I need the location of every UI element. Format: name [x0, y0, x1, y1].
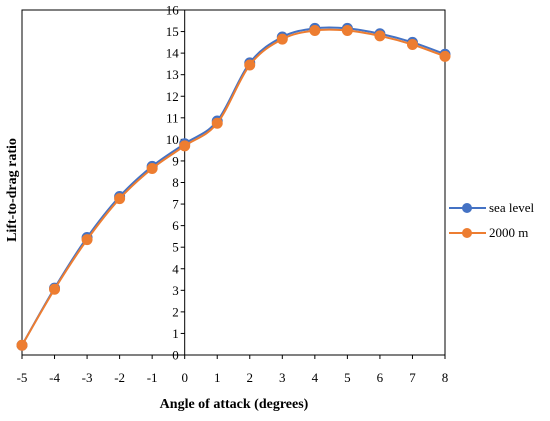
x-tick-label--2: -2 [114, 370, 125, 385]
y-tick-label-16: 16 [166, 3, 180, 18]
y-tick-label-15: 15 [166, 24, 179, 39]
data-point-2000-m-x5 [341, 24, 353, 36]
data-point-2000-m-x6 [374, 30, 386, 42]
data-point-2000-m-x3 [276, 33, 288, 45]
x-tick-label-1: 1 [214, 370, 221, 385]
y-tick-label-6: 6 [172, 218, 179, 233]
plot-area-frame [21, 9, 446, 356]
legend-item-2000-m[interactable]: 2000 m [449, 225, 528, 240]
data-point-2000-m-x7 [406, 39, 418, 50]
x-tick-label--5: -5 [17, 370, 28, 385]
x-tick-label-6: 6 [377, 370, 384, 385]
legend: sea level 2000 m [449, 200, 535, 240]
data-point-2000-m-x1 [211, 117, 223, 129]
y-tick-label-14: 14 [166, 46, 180, 61]
y-tick-label-5: 5 [172, 240, 179, 255]
x-tick-label-8: 8 [442, 370, 449, 385]
x-tick-label-7: 7 [409, 370, 416, 385]
x-tick-label--4: -4 [49, 370, 60, 385]
data-point-2000-m-x-3 [81, 234, 93, 246]
legend-label-sea-level: sea level [489, 200, 535, 215]
legend-marker-2000-m [462, 228, 472, 238]
x-tick-label-0: 0 [181, 370, 188, 385]
y-tick-label-9: 9 [172, 153, 179, 168]
data-point-2000-m-x4 [309, 24, 321, 36]
y-tick-label-11: 11 [166, 110, 179, 125]
y-tick-label-1: 1 [172, 326, 179, 341]
y-tick-label-0: 0 [172, 348, 179, 363]
y-tick-label-4: 4 [172, 261, 179, 276]
data-point-2000-m-x0 [179, 140, 191, 152]
y-tick-label-2: 2 [172, 304, 179, 319]
data-point-2000-m-x-4 [49, 283, 61, 295]
x-tick-label-3: 3 [279, 370, 286, 385]
legend-label-2000-m: 2000 m [489, 225, 528, 240]
y-tick-label-12: 12 [166, 89, 179, 104]
y-tick-label-3: 3 [172, 283, 179, 298]
data-point-2000-m-x-1 [146, 162, 158, 174]
x-tick-label-4: 4 [312, 370, 319, 385]
x-axis-title: Angle of attack (degrees) [160, 397, 309, 412]
data-point-2000-m-x-5 [16, 339, 28, 351]
data-point-2000-m-x2 [244, 59, 256, 71]
x-tick-label-5: 5 [344, 370, 351, 385]
data-point-2000-m-x-2 [114, 193, 126, 205]
legend-marker-sea-level [462, 203, 472, 213]
x-tick-label--3: -3 [82, 370, 93, 385]
y-axis-title: Lift-to-drag ratio [5, 138, 20, 242]
x-tick-label-2: 2 [247, 370, 254, 385]
y-tick-label-7: 7 [172, 197, 179, 212]
data-point-2000-m-x8 [439, 50, 451, 62]
y-tick-label-13: 13 [166, 67, 179, 82]
y-tick-label-8: 8 [172, 175, 179, 190]
legend-item-sea-level[interactable]: sea level [449, 200, 535, 215]
x-tick-label--1: -1 [147, 370, 158, 385]
y-tick-label-10: 10 [166, 132, 179, 147]
